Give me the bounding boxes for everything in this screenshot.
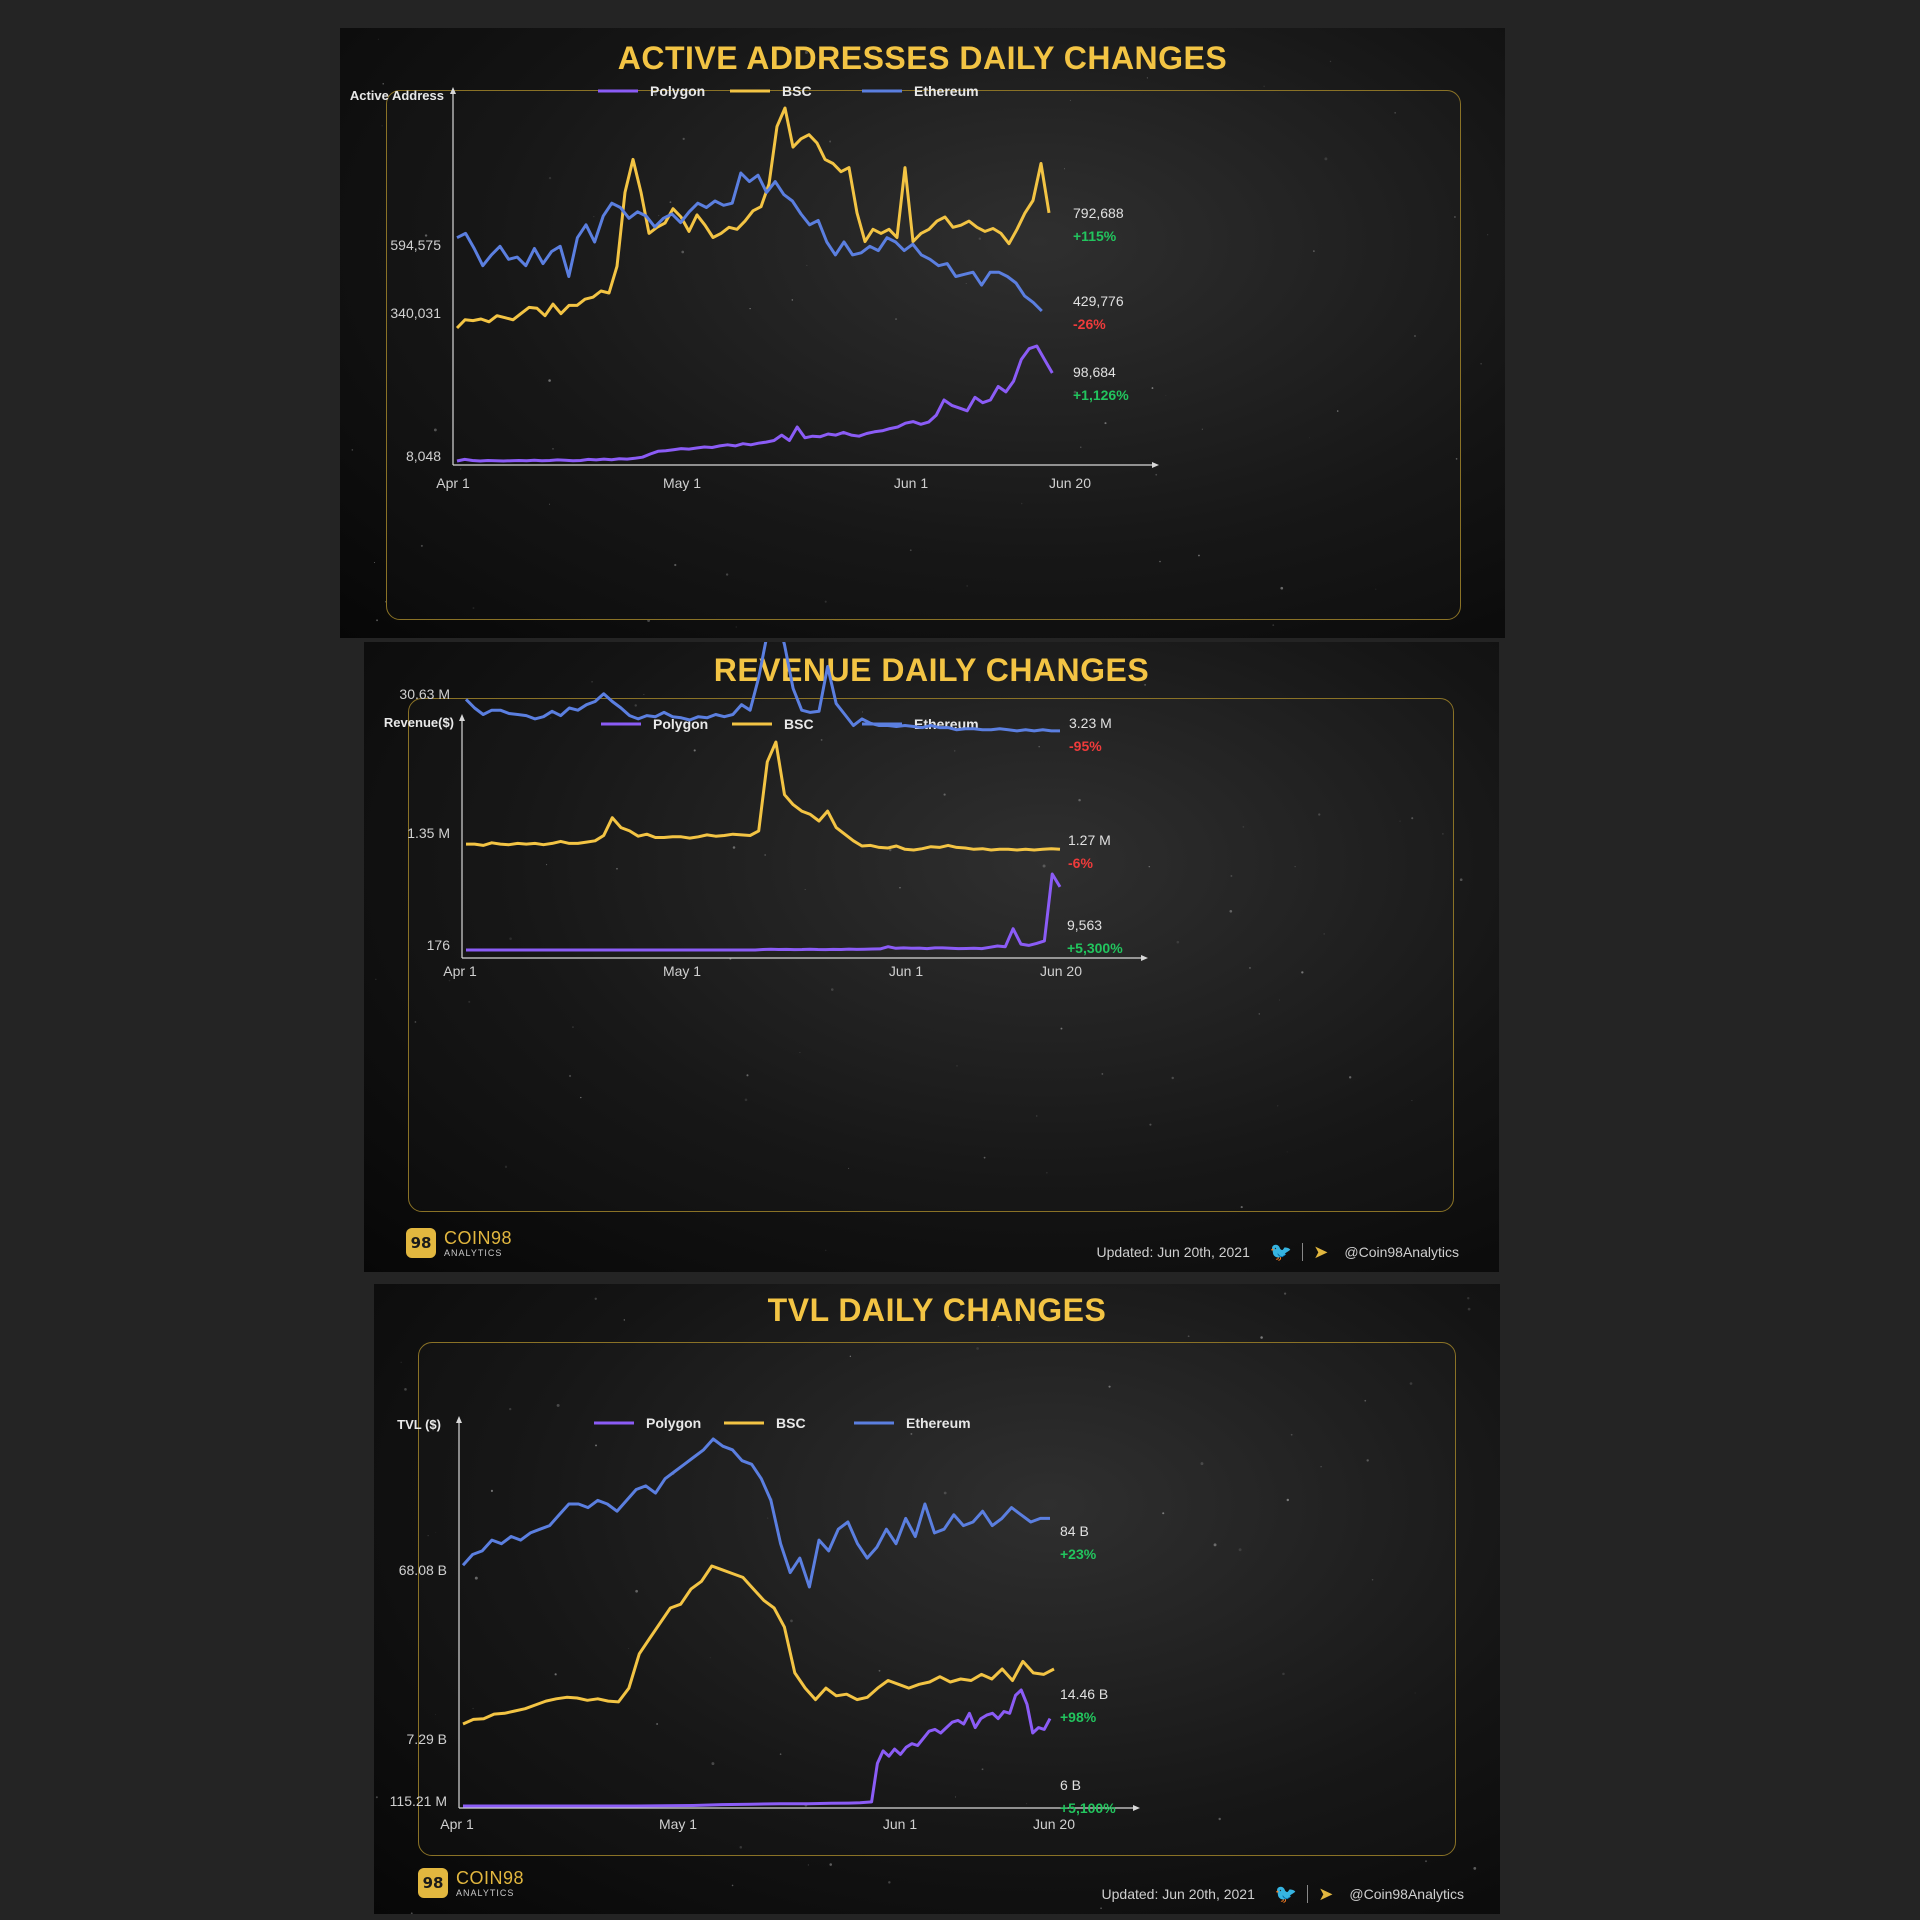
logo-sub: ANALYTICS: [444, 1247, 503, 1258]
active-addresses-panel: ACTIVE ADDRESSES DAILY CHANGES Active Ad…: [340, 28, 1505, 638]
y-axis-arrow: [456, 1416, 462, 1423]
y-tick-label: 8,048: [406, 448, 441, 464]
legend-label-bsc: BSC: [784, 716, 814, 732]
y-tick-label: 7.29 B: [407, 1731, 447, 1747]
end-value-label-bsc: 14.46 B: [1060, 1686, 1108, 1702]
twitter-handle[interactable]: @Coin98Analytics: [1344, 1244, 1459, 1260]
series-line-polygon: [463, 1688, 1052, 1808]
footer-info: Updated: Jun 20th, 2021 🐦 ➤ @Coin98Analy…: [1097, 1243, 1459, 1261]
series-line-ethereum: [456, 171, 1043, 313]
y-axis-label: TVL ($): [397, 1417, 441, 1432]
change-label-ethereum: -95%: [1069, 738, 1102, 754]
legend-label-ethereum: Ethereum: [914, 83, 979, 99]
series-line-polygon: [466, 872, 1062, 952]
x-tick-label: Apr 1: [443, 963, 477, 979]
twitter-icon[interactable]: 🐦: [1269, 1242, 1293, 1262]
legend-label-polygon: Polygon: [653, 716, 708, 732]
end-value-label-ethereum: 3.23 M: [1069, 715, 1112, 731]
end-value-label-ethereum: 429,776: [1073, 293, 1124, 309]
x-tick-label: Apr 1: [436, 475, 470, 491]
y-axis-label: Active Address: [350, 88, 444, 103]
x-tick-label: May 1: [659, 1816, 697, 1832]
tvl-chart: TVL ($) Polygon BSC Ethereum 68.08 B 7.29 B 11…: [390, 1415, 1140, 1832]
revenue-panel: REVENUE DAILY CHANGES Revenue($) Polygon B…: [364, 642, 1499, 1272]
y-tick-label: 1.35 M: [407, 825, 450, 841]
y-tick-label: 115.21 M: [390, 1793, 447, 1809]
y-axis-arrow: [450, 87, 456, 94]
y-axis-arrow: [459, 714, 465, 721]
x-tick-label: Jun 20: [1040, 963, 1082, 979]
change-label-bsc: -6%: [1068, 855, 1093, 871]
legend-label-polygon: Polygon: [650, 83, 705, 99]
end-value-label-ethereum: 84 B: [1060, 1523, 1089, 1539]
x-tick-label: Jun 1: [883, 1816, 917, 1832]
coin98-logo: 98 COIN98 ANALYTICS: [418, 1868, 524, 1898]
change-label-polygon: +1,126%: [1073, 387, 1129, 403]
y-tick-label: 340,031: [390, 305, 441, 321]
legend-label-polygon: Polygon: [646, 1415, 701, 1431]
chart-title: TVL DAILY CHANGES: [767, 1292, 1107, 1328]
legend-label-bsc: BSC: [776, 1415, 806, 1431]
x-tick-label: May 1: [663, 475, 701, 491]
tvl-panel: TVL DAILY CHANGES TVL ($) Polygon BSC Ether…: [374, 1284, 1500, 1914]
y-tick-label: 176: [427, 937, 451, 953]
change-label-polygon: +5,100%: [1060, 1800, 1116, 1816]
updated-date: Updated: Jun 20th, 2021: [1101, 1886, 1255, 1902]
change-label-bsc: +115%: [1073, 228, 1117, 244]
series-line-bsc: [455, 106, 1051, 330]
x-tick-label: Jun 20: [1049, 475, 1091, 491]
series-line-polygon: [456, 344, 1054, 463]
y-axis-label: Revenue($): [384, 715, 454, 730]
x-axis-arrow: [1152, 462, 1159, 468]
telegram-icon[interactable]: ➤: [1318, 1884, 1334, 1904]
change-label-bsc: +98%: [1060, 1709, 1097, 1725]
x-axis-arrow: [1133, 1805, 1140, 1811]
end-value-label-polygon: 98,684: [1073, 364, 1116, 380]
divider: [1302, 1243, 1304, 1261]
y-tick-label: 30.63 M: [399, 686, 450, 702]
series-line-ethereum: [461, 1437, 1050, 1589]
y-tick-label: 68.08 B: [399, 1562, 447, 1578]
change-label-polygon: +5,300%: [1067, 940, 1123, 956]
series-line-ethereum: [464, 642, 1060, 733]
x-tick-label: Jun 1: [889, 963, 923, 979]
chart-frame: [386, 90, 1461, 620]
change-label-ethereum: -26%: [1073, 316, 1106, 332]
x-tick-label: Jun 20: [1033, 1816, 1075, 1832]
x-tick-label: Jun 1: [894, 475, 928, 491]
chart-title: ACTIVE ADDRESSES DAILY CHANGES: [617, 40, 1228, 76]
coin98-logo: 98 COIN98 ANALYTICS: [406, 1228, 512, 1258]
legend-label-bsc: BSC: [782, 83, 812, 99]
end-value-label-polygon: 9,563: [1067, 917, 1102, 933]
twitter-icon[interactable]: 🐦: [1274, 1884, 1298, 1904]
x-axis-arrow: [1141, 955, 1148, 961]
active-addresses-chart: Active Address Polygon BSC Ethereum 594,575 3…: [350, 83, 1159, 491]
change-label-ethereum: +23%: [1060, 1546, 1097, 1562]
end-value-label-bsc: 1.27 M: [1068, 832, 1111, 848]
legend-label-ethereum: Ethereum: [906, 1415, 971, 1431]
coin98-logo-mark: 98: [418, 1868, 448, 1898]
series-line-bsc: [462, 1564, 1055, 1726]
twitter-handle[interactable]: @Coin98Analytics: [1349, 1886, 1464, 1902]
footer-info: Updated: Jun 20th, 2021 🐦 ➤ @Coin98Analy…: [1102, 1885, 1464, 1903]
logo-sub: ANALYTICS: [456, 1887, 515, 1898]
logo-name: COIN98: [456, 1867, 525, 1888]
x-tick-label: May 1: [663, 963, 701, 979]
telegram-icon[interactable]: ➤: [1313, 1242, 1329, 1262]
updated-date: Updated: Jun 20th, 2021: [1096, 1244, 1250, 1260]
logo-name: COIN98: [444, 1227, 513, 1248]
series-line-bsc: [466, 740, 1061, 852]
end-value-label-bsc: 792,688: [1073, 205, 1124, 221]
divider: [1307, 1885, 1309, 1903]
end-value-label-polygon: 6 B: [1060, 1777, 1081, 1793]
coin98-logo-mark: 98: [406, 1228, 436, 1258]
chart-frame: [418, 1342, 1456, 1856]
chart-frame: [408, 698, 1454, 1212]
y-tick-label: 594,575: [390, 237, 441, 253]
x-tick-label: Apr 1: [440, 1816, 474, 1832]
